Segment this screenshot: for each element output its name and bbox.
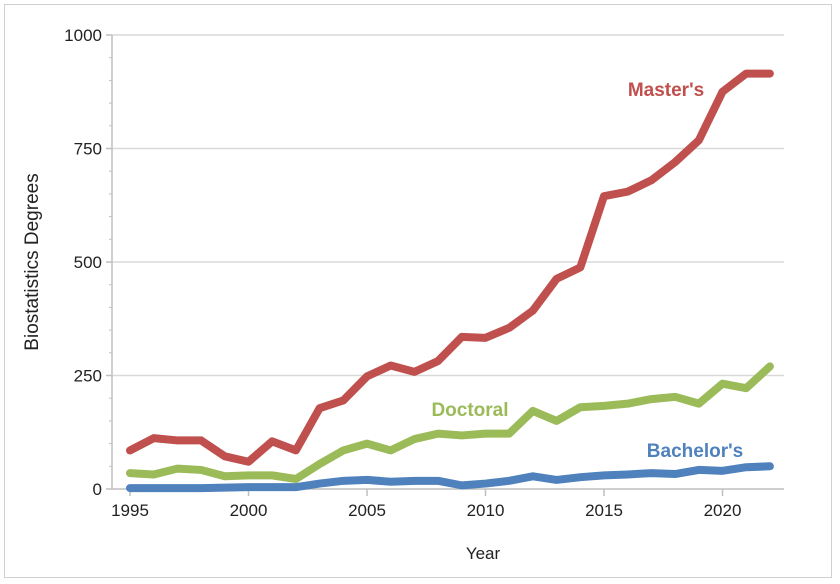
y-tick-label: 250	[74, 367, 102, 386]
x-tick-label: 2020	[704, 501, 742, 520]
x-tick-label: 1995	[111, 501, 149, 520]
series-label-masters: Master's	[628, 80, 704, 101]
series-line-doctoral	[126, 362, 774, 484]
series-labels: Master's Doctoral Bachelor's	[431, 80, 743, 462]
y-tick-label: 0	[93, 480, 102, 499]
y-axis-label: Biostatistics Degrees	[22, 173, 43, 350]
gridlines	[112, 34, 784, 377]
x-tick-label: 2010	[467, 501, 505, 520]
x-tick-label: 2000	[230, 501, 268, 520]
series-label-bachelors: Bachelor's	[647, 441, 743, 462]
y-tick-label: 500	[74, 253, 102, 272]
y-tick-label: 750	[74, 140, 102, 159]
series-lines	[126, 69, 774, 493]
chart-frame	[4, 4, 832, 578]
x-tick-label: 2005	[348, 501, 386, 520]
series-label-doctoral: Doctoral	[431, 400, 508, 421]
series-line-masters	[126, 69, 774, 466]
x-tick-label: 2015	[585, 501, 623, 520]
x-axis-label: Year	[466, 544, 501, 563]
y-tick-label: 1000	[64, 26, 102, 45]
series-line-bachelors	[126, 462, 774, 493]
axes: 0 250 500 750 1000 1995 2000 2005 2010 2015 2020	[64, 26, 784, 520]
